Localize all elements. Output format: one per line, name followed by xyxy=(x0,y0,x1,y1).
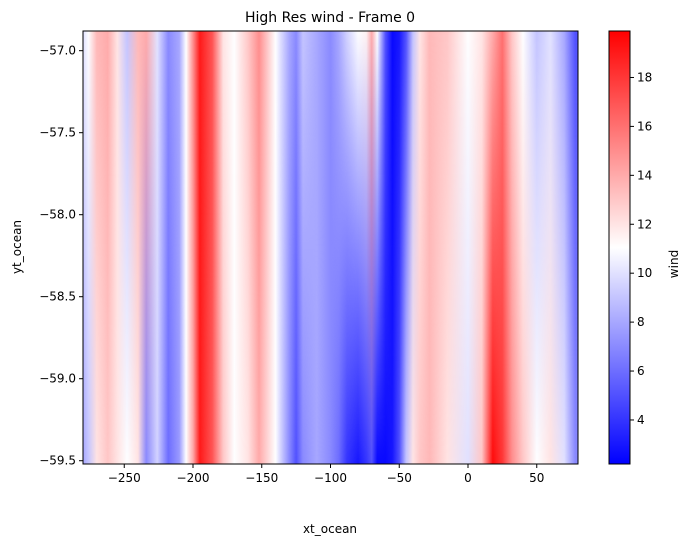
y-tick-label: −57.0 xyxy=(39,44,76,58)
x-axis: −250 −200 −150 −100 −50 0 50 xyxy=(108,464,544,485)
x-tick-label: −50 xyxy=(387,471,412,485)
colorbar-tick-label: 12 xyxy=(637,217,652,231)
plot-area xyxy=(82,30,579,465)
x-tick-label: −200 xyxy=(177,471,210,485)
x-tick-label: 50 xyxy=(529,471,544,485)
y-tick-label: −59.0 xyxy=(39,372,76,386)
colorbar-ticks: 4 6 8 10 12 14 16 18 xyxy=(630,70,652,427)
colorbar-label: wind xyxy=(667,250,681,278)
colorbar: 4 6 8 10 12 14 16 18 wind xyxy=(608,30,681,465)
colorbar-tick-label: 8 xyxy=(637,315,645,329)
colorbar-tick-label: 6 xyxy=(637,364,645,378)
colorbar-tick-label: 4 xyxy=(637,413,645,427)
y-tick-label: −58.0 xyxy=(39,208,76,222)
x-tick-label: −250 xyxy=(108,471,141,485)
y-axis: −57.0 −57.5 −58.0 −58.5 −59.0 −59.5 xyxy=(39,44,83,468)
y-tick-label: −59.5 xyxy=(39,454,76,468)
y-tick-label: −57.5 xyxy=(39,126,76,140)
y-axis-label: yt_ocean xyxy=(10,220,24,274)
colorbar-tick-label: 10 xyxy=(637,266,652,280)
colorbar-tick-label: 18 xyxy=(637,70,652,84)
x-tick-label: −150 xyxy=(245,471,278,485)
colorbar-tick-label: 16 xyxy=(637,119,652,133)
colorbar-gradient xyxy=(608,30,631,465)
x-tick-label: 0 xyxy=(464,471,472,485)
x-tick-label: −100 xyxy=(314,471,347,485)
heatmap-top-layer xyxy=(83,31,578,464)
x-axis-label: xt_ocean xyxy=(303,522,357,536)
colorbar-tick-label: 14 xyxy=(637,168,652,182)
chart-title: High Res wind - Frame 0 xyxy=(245,10,415,26)
y-tick-label: −58.5 xyxy=(39,290,76,304)
